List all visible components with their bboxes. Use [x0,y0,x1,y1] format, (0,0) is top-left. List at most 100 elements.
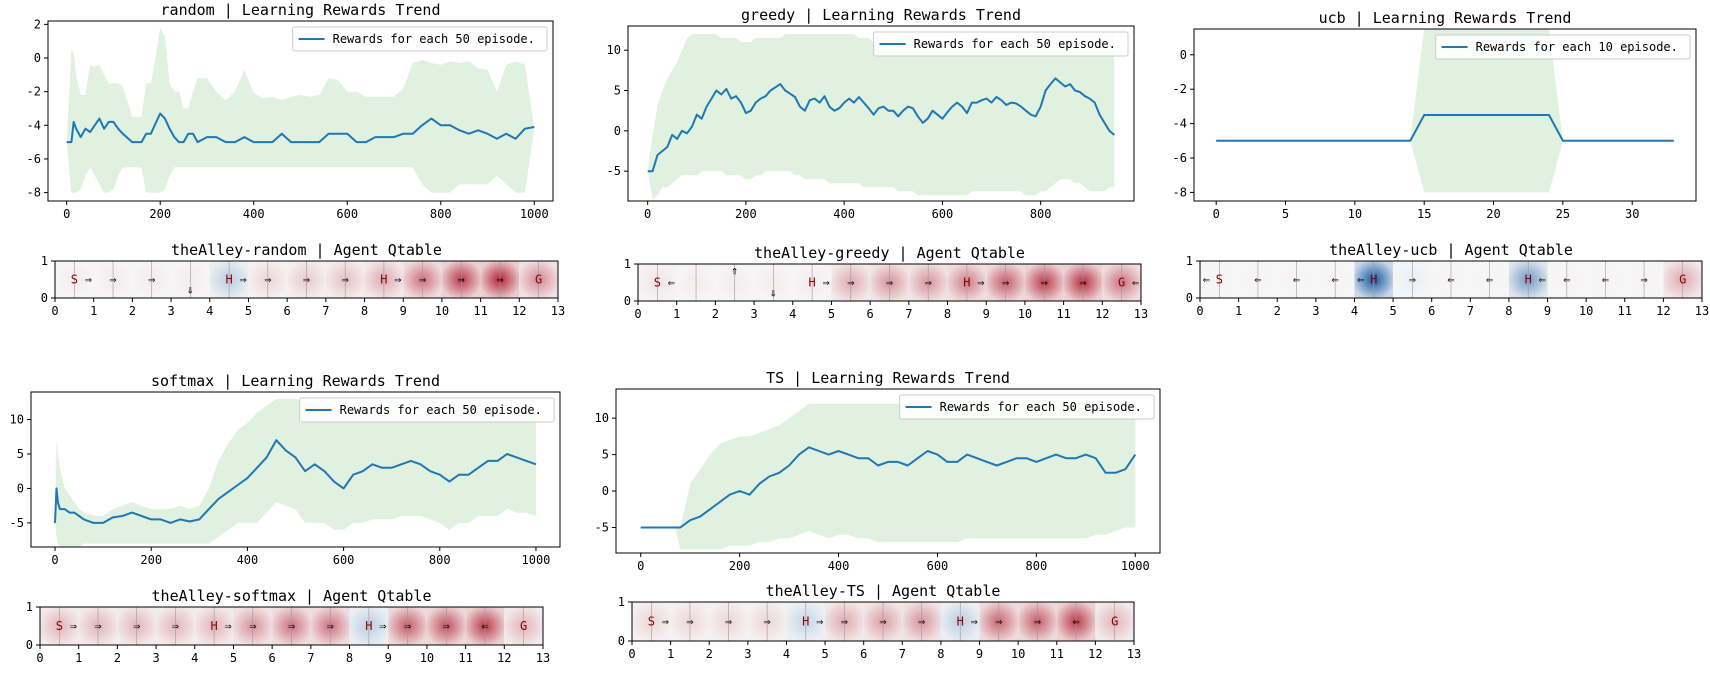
x-tick-label: 5 [1282,207,1289,221]
policy-arrow: ⇒ [443,619,450,633]
x-tick-label: 3 [1312,304,1319,318]
x-tick-label: 3 [167,304,174,318]
policy-arrow: ⇒ [109,273,116,287]
x-tick-label: 9 [983,307,990,321]
x-tick-label: 2 [129,304,136,318]
legend-label: Rewards for each 50 episode. [333,32,535,46]
cell-letter: H [1370,273,1377,287]
policy-arrow: ⇒ [288,619,295,633]
plot-frame [47,20,554,202]
legend-box [299,397,555,423]
chart-title: theAlley-TS | Agent Qtable [766,582,1001,600]
policy-arrow: ⇒ [239,273,246,287]
x-tick-label: 9 [385,651,392,665]
y-tick-label: 0 [614,124,621,138]
y-tick-label: -5 [10,516,24,530]
policy-arrow: ⇒ [1002,276,1009,290]
x-tick-label: 6 [860,647,867,661]
y-tick-label: 10 [607,43,621,57]
random-trend: 0 200 400 600 800 1000 -8 -6 -4 -2 0 2 random | Lear… [27,1,554,221]
x-tick-label: 1000 [520,207,549,221]
y-tick-label: 1 [618,595,625,609]
x-tick-label: 13 [551,304,565,318]
policy-arrow: ⇒ [148,273,155,287]
x-tick-label: 600 [333,553,355,567]
ts-trend: 0 200 400 600 800 1000 -5 0 5 10 TS | Learning Rew… [595,369,1161,573]
y-tick-label: -8 [27,186,41,200]
x-tick-label: 200 [140,553,162,567]
policy-arrow: ⇒ [1041,276,1048,290]
cell-letter: G [1118,276,1125,290]
policy-arrow: ⇐ [1602,273,1609,287]
x-tick-label: 200 [735,207,757,221]
policy-arrow: ⇐ [1132,276,1139,290]
policy-arrow: ⇓ [770,286,777,300]
x-tick-label: 4 [206,304,213,318]
x-tick-label: 2 [114,651,121,665]
cell-letter: H [365,619,372,633]
series-line [1216,114,1674,142]
policy-arrow: ⇒ [886,276,893,290]
confidence-band [55,398,536,547]
y-tick-label: 0 [17,481,24,495]
x-tick-label: 2 [706,647,713,661]
policy-arrow: ⇐ [1072,615,1079,629]
x-tick-label: 12 [1088,647,1102,661]
policy-arrow: ⇒ [995,615,1002,629]
policy-arrow: ⇐ [1539,273,1546,287]
plot-frame [637,263,1142,302]
y-tick-label: -2 [1173,82,1187,96]
chart-title: greedy | Learning Rewards Trend [741,6,1021,24]
x-tick-label: 800 [429,553,451,567]
policy-arrow: ⇒ [918,615,925,629]
x-tick-label: 13 [1134,307,1148,321]
cell-letter: H [380,273,387,287]
x-tick-label: 7 [307,651,314,665]
y-tick-label: 1 [41,254,48,268]
policy-arrow: ⇒ [925,276,932,290]
x-tick-label: 1 [1235,304,1242,318]
cell-letter: S [1216,273,1223,287]
x-tick-label: 20 [1486,207,1500,221]
policy-arrow: ⇐ [1293,273,1300,287]
x-tick-label: 1000 [522,553,551,567]
y-tick-label: -2 [27,85,41,99]
x-tick-label: 6 [284,304,291,318]
policy-arrow: ⇒ [816,615,823,629]
x-tick-label: 12 [1095,307,1109,321]
x-tick-label: 2 [1274,304,1281,318]
y-tick-label: -8 [1173,185,1187,199]
policy-arrow: ⇒ [847,276,854,290]
policy-arrow: ⇒ [94,619,101,633]
legend-box [292,26,548,52]
ucb-trend: 0 5 10 15 20 25 30 -8 -6 -4 -2 0 ucb | Learning Rewa… [1173,9,1697,221]
x-tick-label: 13 [536,651,550,665]
x-tick-label: 15 [1417,207,1431,221]
x-tick-label: 600 [932,207,954,221]
x-tick-label: 6 [1428,304,1435,318]
x-tick-label: 8 [361,304,368,318]
policy-arrow: ⇒ [496,273,503,287]
y-tick-label: 10 [595,411,609,425]
plot-frame [1199,260,1703,299]
policy-arrow: ⇑ [731,264,738,278]
x-tick-label: 3 [744,647,751,661]
x-tick-label: 400 [828,559,850,573]
cell-letter: H [802,615,809,629]
y-tick-label: 0 [34,51,41,65]
x-tick-label: 0 [51,553,58,567]
x-tick-label: 11 [458,651,472,665]
policy-arrow: ⇒ [342,273,349,287]
x-tick-label: 5 [1389,304,1396,318]
confidence-band [1216,29,1674,193]
x-tick-label: 400 [833,207,855,221]
x-tick-label: 400 [243,207,265,221]
policy-arrow: ⇒ [879,615,886,629]
policy-arrow: ⇒ [458,273,465,287]
policy-arrow: ⇒ [172,619,179,633]
x-tick-label: 2 [712,307,719,321]
x-tick-label: 10 [1011,647,1025,661]
y-tick-label: -5 [607,164,621,178]
x-tick-label: 10 [1579,304,1593,318]
